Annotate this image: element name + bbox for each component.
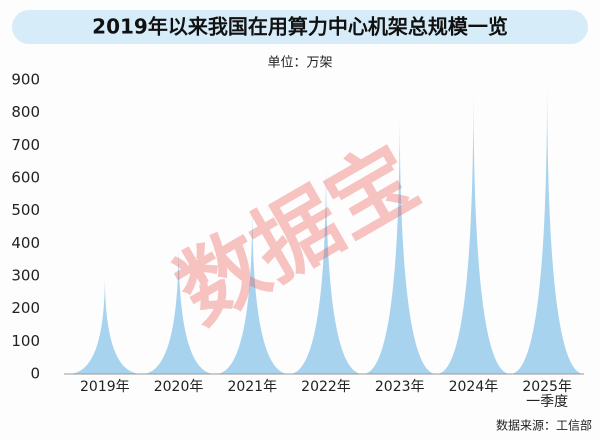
title-bar (12, 10, 588, 44)
x-tick-label: 2024年 (448, 379, 499, 395)
x-tick-label: 2021年 (227, 379, 278, 395)
y-tick-label: 600 (11, 169, 40, 187)
y-tick-label: 200 (11, 299, 40, 317)
plot: 0 100 200 300 400 500 600 700 800 900 (11, 71, 584, 383)
x-tick-label: 2025年 一季度 (522, 379, 572, 410)
y-tick-label: 400 (11, 234, 40, 252)
y-tick-label: 700 (11, 136, 40, 154)
x-tick-label: 2023年 (374, 379, 425, 395)
y-tick-label: 300 (11, 267, 40, 285)
source: 数据来源：工信部 (496, 418, 592, 433)
spike (436, 86, 511, 375)
y-tick-label: 900 (11, 71, 40, 89)
spike (362, 109, 437, 375)
spike (141, 243, 216, 374)
spike (289, 161, 363, 374)
spike (215, 204, 290, 374)
y-tick-label: 0 (30, 365, 40, 383)
y-tick-label: 500 (11, 201, 40, 219)
chart-title: 2019年以来我国在用算力中心机架总规模一览 (92, 15, 508, 39)
x-tick-label: 2022年 (301, 379, 351, 395)
y-tick-label: 800 (11, 103, 40, 121)
x-tick-label: 2020年 (153, 379, 204, 395)
x-tick-label: 2019年 (80, 379, 130, 395)
spike (510, 80, 584, 374)
chart-subtitle: 单位：万架 (267, 56, 332, 71)
y-tick-label: 100 (11, 332, 40, 350)
spike (68, 276, 142, 374)
